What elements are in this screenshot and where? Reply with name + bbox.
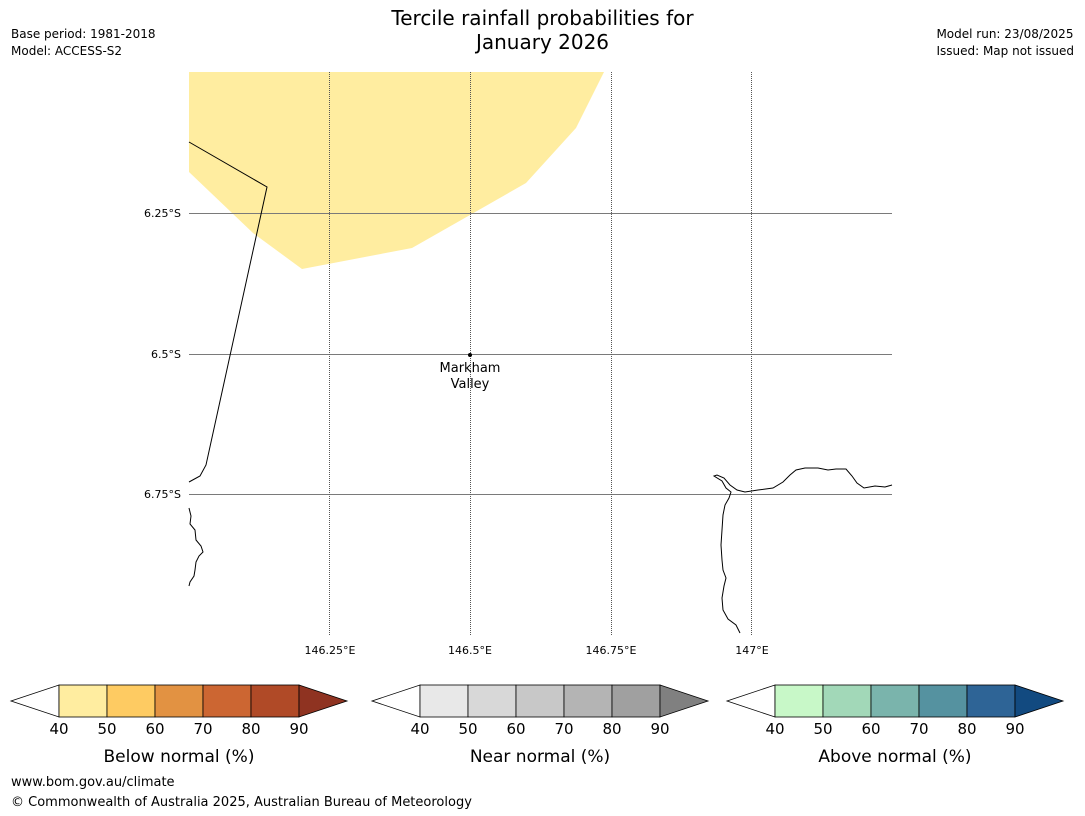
legend-above-cell bbox=[822, 684, 872, 718]
legend-near-min-arrow bbox=[370, 684, 421, 718]
latitude-gridlines bbox=[189, 213, 892, 495]
legend-below-tick-label: 60 bbox=[145, 720, 164, 738]
legend-below-min-arrow bbox=[9, 684, 60, 718]
model-run-text: Model run: 23/08/2025 bbox=[936, 27, 1074, 41]
lon-label-146.75E: 146.75°E bbox=[586, 644, 637, 657]
coastline-west bbox=[188, 507, 204, 587]
legend-above-cell bbox=[774, 684, 824, 718]
legend-above-title: Above normal (%) bbox=[818, 747, 971, 767]
legend-below-cell bbox=[58, 684, 108, 718]
legend-below-tick-label: 80 bbox=[241, 720, 260, 738]
legend-above-max-arrow bbox=[1014, 684, 1065, 718]
lon-label-146.5E: 146.5°E bbox=[448, 644, 492, 657]
legend-above-tick-label: 40 bbox=[765, 720, 784, 738]
lon-label-147E: 147°E bbox=[735, 644, 768, 657]
meta-right: Model run: 23/08/2025 Issued: Map not is… bbox=[936, 26, 1074, 60]
legend-near-cell bbox=[563, 684, 613, 718]
model-text: Model: ACCESS-S2 bbox=[11, 44, 123, 58]
map-title: Tercile rainfall probabilities for Janua… bbox=[0, 6, 1085, 54]
legend-near-tick-label: 80 bbox=[602, 720, 621, 738]
footer-url[interactable]: www.bom.gov.au/climate bbox=[11, 775, 175, 790]
legend-above-tick-label: 50 bbox=[813, 720, 832, 738]
footer-copyright: © Commonwealth of Australia 2025, Austra… bbox=[11, 795, 472, 810]
legend-above-cell bbox=[966, 684, 1016, 718]
legend-above-min-arrow bbox=[725, 684, 776, 718]
markham-valley-label-line-2: Valley bbox=[451, 377, 490, 392]
province-boundary bbox=[188, 141, 268, 483]
legend-above-tick-label: 90 bbox=[1005, 720, 1024, 738]
legend-near: 40 50 60 70 80 90 Near normal (%) bbox=[370, 684, 710, 767]
legend-near-cell bbox=[515, 684, 565, 718]
legend-below-tick-label: 50 bbox=[97, 720, 116, 738]
legend-below-tick-label: 90 bbox=[289, 720, 308, 738]
lat-label-6.5S: 6.5°S bbox=[151, 348, 181, 361]
legend-near-max-arrow bbox=[659, 684, 710, 718]
legend-below-max-arrow bbox=[298, 684, 349, 718]
markham-valley-label-line-1: Markham bbox=[440, 361, 501, 376]
legend-below-title: Below normal (%) bbox=[104, 747, 255, 767]
legend-below-cell bbox=[250, 684, 300, 718]
legend-near-cell bbox=[467, 684, 517, 718]
title-line-2: January 2026 bbox=[475, 30, 610, 54]
below-normal-shading bbox=[189, 72, 604, 269]
lat-label-6.75S: 6.75°S bbox=[144, 488, 181, 501]
legend-near-tick-label: 60 bbox=[506, 720, 525, 738]
legend-near-title: Near normal (%) bbox=[470, 747, 610, 767]
lat-label-6.25S: 6.25°S bbox=[144, 207, 181, 220]
legend-above-tick-label: 60 bbox=[861, 720, 880, 738]
legend-near-tick-label: 40 bbox=[410, 720, 429, 738]
issued-text: Issued: Map not issued bbox=[936, 44, 1074, 58]
legend-above-tick-label: 80 bbox=[957, 720, 976, 738]
legend-near-tick-label: 90 bbox=[650, 720, 669, 738]
legend-near-cell bbox=[419, 684, 469, 718]
legend-below-cell bbox=[202, 684, 252, 718]
meta-left: Base period: 1981-2018 Model: ACCESS-S2 bbox=[11, 26, 156, 60]
coastline-east bbox=[712, 467, 893, 634]
legend-above-tick-label: 70 bbox=[909, 720, 928, 738]
legend-group: 40 50 60 70 80 90 Below normal (%) 40 50 60 70 80 90… bbox=[9, 684, 1065, 767]
lon-label-146.25E: 146.25°E bbox=[305, 644, 356, 657]
legend-near-cell bbox=[611, 684, 661, 718]
base-period-text: Base period: 1981-2018 bbox=[11, 27, 156, 41]
legend-below-tick-label: 40 bbox=[49, 720, 68, 738]
legend-below-cell bbox=[154, 684, 204, 718]
legend-below: 40 50 60 70 80 90 Below normal (%) bbox=[9, 684, 349, 767]
legend-near-tick-label: 70 bbox=[554, 720, 573, 738]
legend-above-cell bbox=[870, 684, 920, 718]
legend-above: 40 50 60 70 80 90 Above normal (%) bbox=[725, 684, 1065, 767]
legend-below-tick-label: 70 bbox=[193, 720, 212, 738]
markham-valley-marker bbox=[468, 353, 472, 357]
legend-near-tick-label: 50 bbox=[458, 720, 477, 738]
legend-below-cell bbox=[106, 684, 156, 718]
title-line-1: Tercile rainfall probabilities for bbox=[391, 6, 694, 30]
legend-above-cell bbox=[918, 684, 968, 718]
